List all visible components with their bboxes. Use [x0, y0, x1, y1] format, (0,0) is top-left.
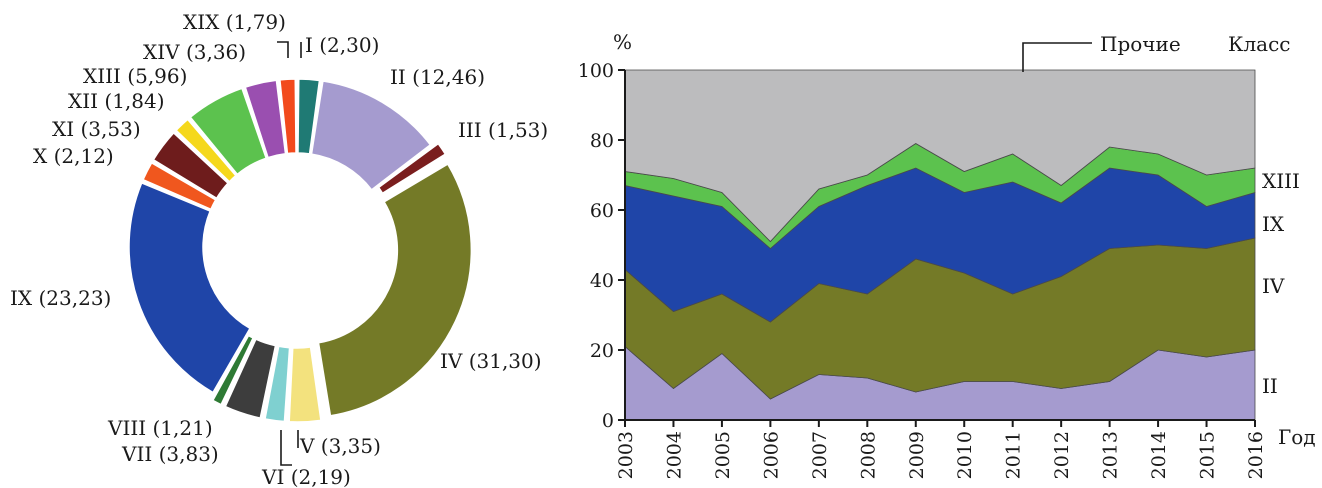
slice-label-x: X (2,12): [33, 144, 114, 168]
y-tick-label: 60: [590, 200, 614, 222]
donut-slice-vii: [224, 338, 277, 419]
donut-slices: [128, 78, 473, 423]
slice-label-xix: XIX (1,79): [183, 10, 286, 34]
leader-line-xix: [277, 41, 289, 58]
donut-slice-iii: [377, 142, 447, 195]
donut-chart: XIX (1,79) I (2,30) XIV (3,36) II (12,46…: [10, 10, 548, 488]
series-label-other: Прочие: [1100, 32, 1181, 56]
slice-label-viii: VIII (1,21): [107, 416, 213, 440]
donut-slice-xi: [152, 131, 230, 200]
x-tick-label: 2012: [1051, 431, 1073, 479]
donut-slice-xii: [175, 118, 237, 183]
slice-label-iii: III (1,53): [458, 118, 548, 142]
series-label-iv: IV: [1262, 274, 1285, 298]
x-tick-label: 2014: [1148, 431, 1170, 479]
x-tick-label: 2009: [906, 431, 928, 479]
donut-slice-xiii: [189, 87, 268, 176]
leader-line-other: [1022, 42, 1092, 72]
legend-title: Класс: [1228, 32, 1291, 56]
y-ticks: 0 20 40 60 80 100: [578, 60, 625, 432]
donut-slice-v: [288, 346, 322, 423]
slice-label-xiii: XIII (5,96): [83, 64, 187, 88]
leader-line-vi: [280, 430, 292, 466]
x-tick-label: 2008: [857, 431, 879, 479]
slice-label-iv: IV (31,30): [440, 349, 542, 373]
slice-label-v: V (3,35): [299, 434, 381, 458]
x-tick-label: 2003: [615, 431, 637, 479]
slice-label-i: I (2,30): [305, 33, 379, 57]
y-tick-label: 40: [590, 270, 614, 292]
x-tick-label: 2004: [663, 431, 685, 479]
y-tick-label: 100: [578, 60, 614, 82]
x-ticks: 2003 2004 2005 2006 2007 2008 2009 2010 2011 2012…: [615, 420, 1267, 479]
slice-label-ii: II (12,46): [390, 65, 485, 89]
series-label-ix: IX: [1262, 212, 1285, 236]
donut-slice-xix: [279, 78, 297, 155]
slice-label-ix: IX (23,23): [10, 286, 111, 310]
series-label-xiii: XIII: [1262, 169, 1300, 193]
donut-slice-iv: [317, 163, 473, 417]
series-label-ii: II: [1262, 374, 1278, 398]
x-tick-label: 2005: [712, 431, 734, 479]
donut-slice-i: [297, 78, 321, 155]
x-tick-label: 2015: [1197, 431, 1219, 479]
donut-slice-vi: [264, 345, 291, 423]
slice-label-xi: XI (3,53): [52, 117, 141, 141]
area-series: [624, 69, 1256, 421]
donut-slice-viii: [211, 334, 255, 406]
area-series-прочие: [624, 69, 1256, 243]
y-axis-label: %: [613, 30, 632, 54]
y-tick-label: 80: [590, 130, 614, 152]
x-tick-label: 2011: [1003, 431, 1025, 479]
x-axis-label: Год: [1278, 425, 1316, 449]
x-tick-label: 2010: [954, 431, 976, 479]
slice-label-vi: VI (2,19): [261, 465, 351, 488]
x-tick-label: 2016: [1245, 431, 1267, 479]
slice-label-vii: VII (3,83): [121, 442, 219, 466]
y-tick-label: 20: [590, 340, 614, 362]
x-tick-label: 2006: [760, 431, 782, 479]
x-tick-label: 2013: [1100, 431, 1122, 479]
y-tick-label: 0: [602, 410, 614, 432]
donut-slice-xiv: [244, 79, 287, 159]
slice-label-xii: XII (1,84): [68, 89, 165, 113]
donut-slice-x: [142, 161, 217, 211]
slice-label-xiv: XIV (3,36): [143, 40, 246, 64]
x-tick-label: 2007: [809, 431, 831, 479]
donut-slice-ix: [128, 181, 252, 394]
donut-slice-ii: [310, 80, 432, 191]
